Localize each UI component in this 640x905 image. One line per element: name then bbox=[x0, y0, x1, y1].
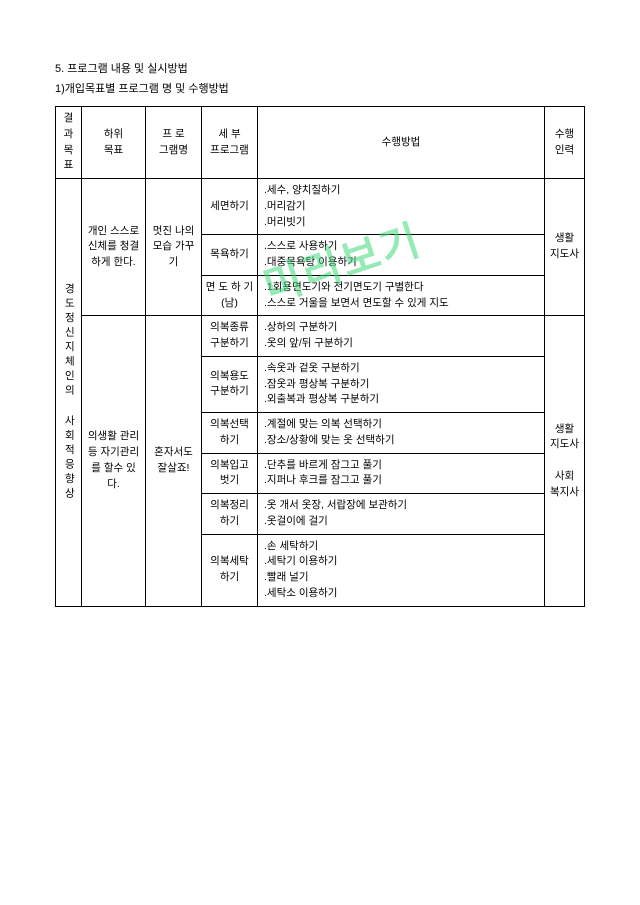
method-cell: .계절에 맞는 의복 선택하기.장소/상황에 맞는 옷 선택하기 bbox=[258, 413, 545, 454]
table-row: 의생활 관리등 자기관리를 할수 있다. 혼자서도잘살죠! 의복종류구분하기 .… bbox=[56, 316, 585, 357]
staff-cell: 생활지도사사회복지사 bbox=[545, 316, 585, 606]
method-cell: .옷 개서 옷장, 서랍장에 보관하기.옷걸이에 걸기 bbox=[258, 494, 545, 535]
header-method: 수행방법 bbox=[258, 107, 545, 179]
detail-cell: 의복입고벗기 bbox=[202, 453, 258, 494]
header-detail-program: 세 부프로그램 bbox=[202, 107, 258, 179]
program-name-cell: 혼자서도잘살죠! bbox=[146, 316, 202, 606]
detail-cell: 의복세탁하기 bbox=[202, 534, 258, 606]
method-cell: .1회용면도기와 전기면도기 구별한다.스스로 거울을 보면서 면도할 수 있게… bbox=[258, 275, 545, 316]
detail-cell: 면 도 하 기(남) bbox=[202, 275, 258, 316]
table-row: 경도정신지체인의 사회적응향상 개인 스스로신체를 청결하게 한다. 멋진 나의… bbox=[56, 179, 585, 235]
staff-cell: 생활지도사 bbox=[545, 179, 585, 316]
method-cell: .속옷과 겉옷 구분하기.잠옷과 평상복 구분하기.외출복과 평상복 구분하기 bbox=[258, 356, 545, 412]
header-staff: 수행인력 bbox=[545, 107, 585, 179]
detail-cell: 세면하기 bbox=[202, 179, 258, 235]
section-title: 5. 프로그램 내용 및 실시방법 bbox=[55, 63, 188, 75]
table-header-row: 결과목표 하위목표 프 로그램명 세 부프로그램 수행방법 수행인력 bbox=[56, 107, 585, 179]
method-cell: .상하의 구분하기.옷의 앞/뒤 구분하기 bbox=[258, 316, 545, 357]
detail-cell: 의복용도구분하기 bbox=[202, 356, 258, 412]
detail-cell: 의복정리하기 bbox=[202, 494, 258, 535]
detail-cell: 의복선택하기 bbox=[202, 413, 258, 454]
subsection-title: 1)개입목표별 프로그램 명 및 수행방법 bbox=[55, 80, 585, 96]
detail-cell: 의복종류구분하기 bbox=[202, 316, 258, 357]
result-goal-cell: 경도정신지체인의 사회적응향상 bbox=[56, 179, 82, 607]
method-cell: .단추를 바르게 잠그고 풀기.지퍼나 후크를 잠그고 풀기 bbox=[258, 453, 545, 494]
program-name-cell: 멋진 나의모습 가꾸기 bbox=[146, 179, 202, 316]
header-sub-goal: 하위목표 bbox=[82, 107, 146, 179]
method-cell: .손 세탁하기.세탁기 이용하기.빨래 널기.세탁소 이용하기 bbox=[258, 534, 545, 606]
method-cell: .스스로 사용하기.대중목욕탕 이용하기 bbox=[258, 235, 545, 276]
header-program-name: 프 로그램명 bbox=[146, 107, 202, 179]
method-cell: .세수, 양치질하기.머리감기.머리빗기 bbox=[258, 179, 545, 235]
header-result-goal: 결과목표 bbox=[56, 107, 82, 179]
sub-goal-cell: 의생활 관리등 자기관리를 할수 있다. bbox=[82, 316, 146, 606]
program-table: 결과목표 하위목표 프 로그램명 세 부프로그램 수행방법 수행인력 경도정신지… bbox=[55, 106, 585, 607]
detail-cell: 목욕하기 bbox=[202, 235, 258, 276]
sub-goal-cell: 개인 스스로신체를 청결하게 한다. bbox=[82, 179, 146, 316]
